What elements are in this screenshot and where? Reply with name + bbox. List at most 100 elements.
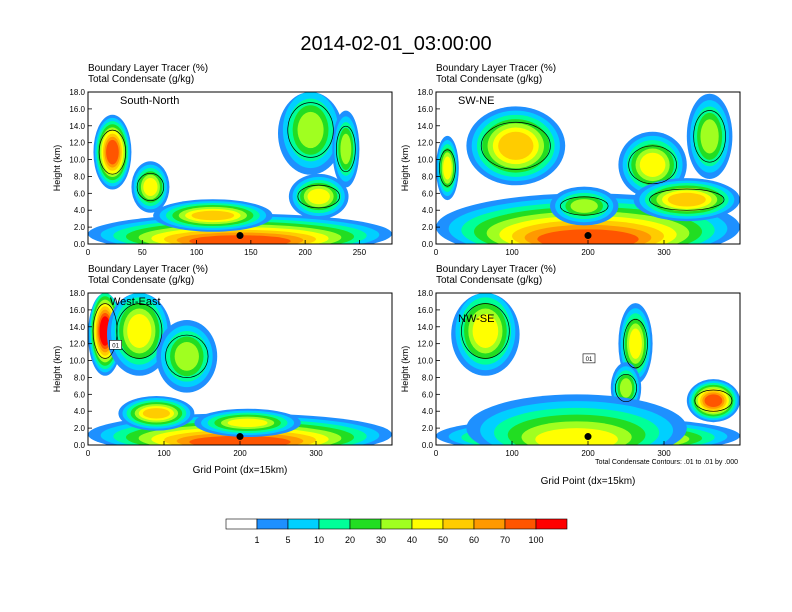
condensate-contour bbox=[136, 172, 165, 202]
contour-fill bbox=[629, 328, 642, 359]
y-tick-label: 0.0 bbox=[422, 240, 434, 249]
contour-fill bbox=[639, 152, 666, 177]
label-bar: 1 5 10 20 30 40 50 60 70 100 bbox=[225, 518, 568, 545]
location-marker bbox=[236, 232, 244, 240]
x-tick-label: 0 bbox=[86, 248, 91, 257]
y-tick-label: 6.0 bbox=[74, 390, 86, 399]
panel-title-line2: Total Condensate (g/kg) bbox=[88, 74, 194, 85]
contour-fill bbox=[535, 428, 618, 445]
y-tick-label: 10.0 bbox=[69, 357, 85, 366]
x-tick-label: 0 bbox=[434, 449, 439, 458]
label-bar-tick: 100 bbox=[528, 535, 543, 545]
figure-title: 2014-02-01_03:00:00 bbox=[300, 33, 491, 55]
panel-label: SW-NE bbox=[458, 95, 494, 107]
label-box-frame bbox=[582, 353, 596, 364]
label-bar-tick: 1 bbox=[254, 535, 259, 545]
plot-area bbox=[88, 92, 392, 244]
x-ticks: 0 100 200 300 bbox=[86, 441, 323, 458]
label-bar-swatch bbox=[380, 518, 413, 530]
condensate-contour bbox=[439, 149, 456, 187]
x-tick-label: 100 bbox=[157, 449, 171, 458]
x-tick-label: 0 bbox=[86, 449, 91, 458]
label-box-text: 01 bbox=[112, 343, 119, 349]
x-tick-label: 100 bbox=[505, 248, 519, 257]
x-tick-label: 200 bbox=[581, 449, 595, 458]
contour-fill bbox=[106, 139, 119, 165]
plot-area: 01 bbox=[436, 293, 740, 445]
panel-west-east: Boundary Layer Tracer (%) Total Condensa… bbox=[52, 264, 393, 476]
contour-label-box: 01 bbox=[582, 353, 596, 364]
y-tick-label: 2.0 bbox=[74, 223, 86, 232]
x-tick-label: 300 bbox=[657, 449, 671, 458]
y-tick-label: 2.0 bbox=[74, 424, 86, 433]
location-marker bbox=[236, 433, 244, 441]
contour-fill bbox=[619, 378, 633, 398]
y-tick-label: 6.0 bbox=[422, 189, 434, 198]
x-tick-label: 300 bbox=[657, 248, 671, 257]
y-ticks: 0.0 2.0 4.0 6.0 8.0 10.0 12.0 14.0 16.0 18.0 bbox=[417, 289, 440, 450]
location-marker bbox=[584, 232, 592, 240]
y-ticks: 0.0 2.0 4.0 6.0 8.0 10.0 12.0 14.0 16.0 18.0 bbox=[69, 88, 92, 249]
panel-title-line2: Total Condensate (g/kg) bbox=[88, 275, 194, 286]
contour-note: Total Condensate Contours: .01 to .01 by… bbox=[595, 459, 738, 466]
x-tick-label: 50 bbox=[138, 248, 147, 257]
label-bar-swatch bbox=[256, 518, 289, 530]
panel-label: South-North bbox=[120, 95, 179, 107]
contour-fill bbox=[498, 131, 534, 160]
panel-label: West-East bbox=[110, 296, 161, 308]
x-tick-label: 200 bbox=[233, 449, 247, 458]
y-axis-label: Height (km) bbox=[52, 145, 62, 192]
x-axis-label: Grid Point (dx=15km) bbox=[541, 476, 636, 487]
label-bar-tick: 50 bbox=[438, 535, 448, 545]
y-ticks: 0.0 2.0 4.0 6.0 8.0 10.0 12.0 14.0 16.0 18.0 bbox=[417, 88, 440, 249]
condensate-contour bbox=[297, 184, 340, 209]
y-tick-label: 18.0 bbox=[69, 88, 85, 97]
y-tick-label: 16.0 bbox=[417, 306, 433, 315]
y-tick-label: 16.0 bbox=[417, 105, 433, 114]
condensate-contour bbox=[615, 373, 637, 403]
condensate-contour bbox=[336, 125, 356, 173]
y-tick-label: 0.0 bbox=[422, 441, 434, 450]
contour-fill bbox=[472, 314, 499, 348]
y-tick-label: 8.0 bbox=[422, 373, 434, 382]
label-bar-tick: 20 bbox=[345, 535, 355, 545]
contour-fill bbox=[189, 435, 291, 445]
y-tick-label: 6.0 bbox=[74, 189, 86, 198]
plot-area bbox=[436, 93, 740, 244]
panel-nw-se: Boundary Layer Tracer (%) Total Condensa… bbox=[400, 264, 741, 487]
label-bar-tick: 40 bbox=[407, 535, 417, 545]
condensate-contour bbox=[287, 102, 334, 158]
y-tick-label: 18.0 bbox=[69, 289, 85, 298]
label-bar-swatch bbox=[225, 518, 258, 530]
y-tick-label: 8.0 bbox=[74, 373, 86, 382]
panel-title-line1: Boundary Layer Tracer (%) bbox=[436, 63, 556, 74]
label-bar-swatch bbox=[349, 518, 382, 530]
y-tick-label: 2.0 bbox=[422, 424, 434, 433]
contour-fill bbox=[142, 408, 170, 419]
y-tick-label: 14.0 bbox=[417, 122, 433, 131]
y-tick-label: 10.0 bbox=[69, 156, 85, 165]
y-tick-label: 4.0 bbox=[74, 206, 86, 215]
x-tick-label: 100 bbox=[505, 449, 519, 458]
y-tick-label: 12.0 bbox=[417, 340, 433, 349]
y-tick-label: 16.0 bbox=[69, 306, 85, 315]
condensate-contour bbox=[559, 196, 609, 216]
y-tick-label: 4.0 bbox=[74, 407, 86, 416]
y-tick-label: 0.0 bbox=[74, 441, 86, 450]
label-box-text: 01 bbox=[586, 357, 593, 363]
contour-fill bbox=[667, 192, 706, 207]
x-axis-label: Grid Point (dx=15km) bbox=[193, 465, 288, 476]
contour-label-box: 01 bbox=[109, 340, 122, 350]
condensate-contour bbox=[480, 121, 551, 170]
contour-fill bbox=[443, 156, 452, 180]
y-axis-label: Height (km) bbox=[400, 346, 410, 393]
panel-title-line1: Boundary Layer Tracer (%) bbox=[88, 63, 208, 74]
contour-fill bbox=[340, 133, 352, 165]
label-bar-tick: 30 bbox=[376, 535, 386, 545]
label-bar-swatch bbox=[318, 518, 351, 530]
y-tick-label: 10.0 bbox=[417, 156, 433, 165]
condensate-contour bbox=[98, 129, 127, 175]
x-tick-label: 200 bbox=[581, 248, 595, 257]
contour-fill bbox=[191, 210, 235, 221]
x-tick-label: 200 bbox=[298, 248, 312, 257]
